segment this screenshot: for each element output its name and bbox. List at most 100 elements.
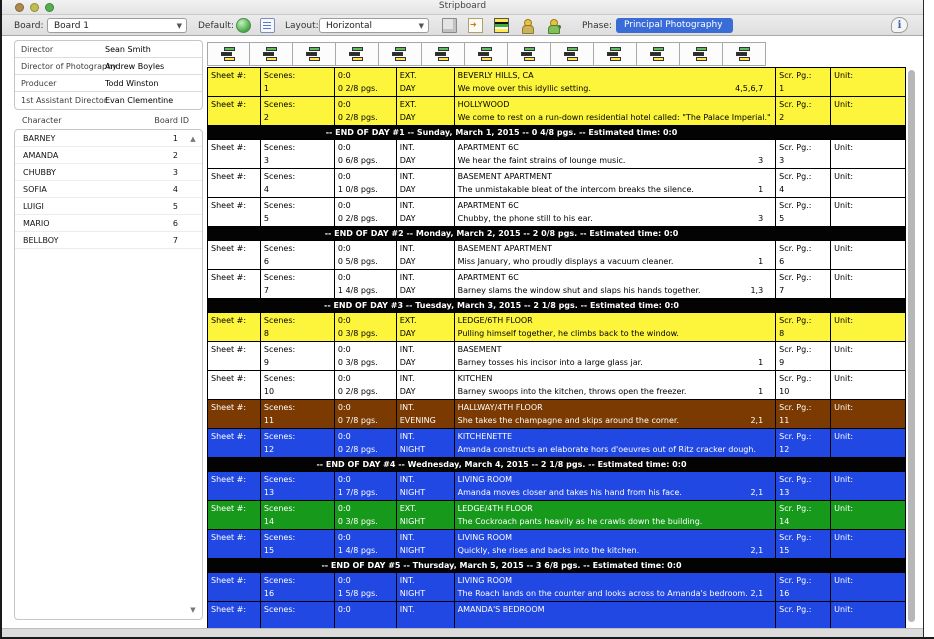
script-page-cell-value: 9 bbox=[779, 358, 785, 367]
pages-cell-value: 0 5/8 pgs. bbox=[337, 257, 378, 266]
phase-field[interactable]: Principal Photography bbox=[616, 18, 733, 33]
strip-tool-button[interactable] bbox=[680, 42, 723, 66]
zoom-window-icon[interactable] bbox=[45, 3, 54, 12]
scene-cell-label: Scenes: bbox=[263, 605, 296, 614]
scene-description: We move over this idyllic setting. bbox=[457, 84, 591, 93]
crew-name-field[interactable]: Andrew Boyles bbox=[105, 61, 165, 71]
description-cell-label: APARTMENT 6C bbox=[457, 201, 519, 210]
day-break-banner[interactable]: -- END OF DAY #5 -- Thursday, March 5, 2… bbox=[208, 559, 905, 573]
sheet-number-cell-label: Sheet #: bbox=[211, 71, 247, 80]
unit-cell-label: Unit: bbox=[834, 605, 854, 614]
layout-select[interactable]: Horizontal ▼ bbox=[319, 18, 429, 33]
strip-tool-button[interactable] bbox=[207, 42, 250, 66]
strip-row[interactable]: Sheet #: Scenes: 6 0:0 0 5/8 pgs. INT. DAY BASE… bbox=[208, 241, 905, 270]
default-color-icon[interactable] bbox=[236, 18, 251, 33]
info-icon[interactable]: i bbox=[891, 17, 908, 33]
pages-cell: 0:0 1 7/8 pgs. bbox=[335, 472, 397, 500]
sheet-number-cell-label: Sheet #: bbox=[211, 432, 247, 441]
character-name: AMANDA bbox=[23, 150, 59, 160]
strip-toolbar bbox=[207, 42, 766, 66]
description-cell-label: KITCHENETTE bbox=[457, 432, 513, 441]
int-ext-cell: INT. DAY bbox=[397, 342, 455, 370]
strip-tool-button[interactable] bbox=[723, 42, 766, 66]
strip-tool-button[interactable] bbox=[336, 42, 379, 66]
strip-row[interactable]: Sheet #: Scenes: 8 0:0 0 3/8 pgs. EXT. DAY LEDG… bbox=[208, 313, 905, 342]
script-page-cell-value: 16 bbox=[779, 589, 790, 598]
character-icon[interactable] bbox=[520, 18, 535, 34]
strip-tool-button[interactable] bbox=[293, 42, 336, 66]
paste-strip-icon[interactable] bbox=[468, 18, 483, 33]
character-list-item[interactable]: SOFIA 4 bbox=[15, 181, 202, 198]
strip-tool-button[interactable] bbox=[465, 42, 508, 66]
unit-cell-label: Unit: bbox=[834, 374, 854, 383]
script-page-cell: Scr. Pg.: 13 bbox=[776, 472, 832, 500]
crew-name-field[interactable]: Evan Clementine bbox=[105, 96, 174, 105]
int-ext-cell-value: DAY bbox=[399, 257, 416, 266]
day-break-banner[interactable]: -- END OF DAY #1 -- Sunday, March 1, 201… bbox=[208, 126, 905, 140]
strip-row[interactable]: Sheet #: Scenes: 4 0:0 1 0/8 pgs. INT. DAY BASE… bbox=[208, 169, 905, 198]
strip-tool-button[interactable] bbox=[508, 42, 551, 66]
strip-row[interactable]: Sheet #: Scenes: 3 0:0 0 6/8 pgs. INT. DAY APAR… bbox=[208, 140, 905, 169]
character-list-item[interactable]: CHUBBY 3 bbox=[15, 164, 202, 181]
strip-row[interactable]: Sheet #: Scenes: 16 0:0 1 5/8 pgs. INT. NIGHT L… bbox=[208, 573, 905, 602]
pages-cell-label: 0:0 bbox=[337, 244, 351, 253]
day-break-banner[interactable]: -- END OF DAY #3 -- Tuesday, March 3, 20… bbox=[208, 299, 905, 313]
strip-row[interactable]: Sheet #: Scenes: 7 0:0 1 4/8 pgs. INT. DAY APAR… bbox=[208, 270, 905, 299]
day-break-banner[interactable]: -- END OF DAY #2 -- Monday, March 2, 201… bbox=[208, 227, 905, 241]
character-list-item[interactable]: BARNEY 1 bbox=[15, 130, 202, 147]
sheet-number-cell: Sheet #: bbox=[208, 573, 261, 601]
default-layout-icon[interactable] bbox=[260, 18, 275, 33]
strip-row[interactable]: Sheet #: Scenes: 1 0:0 0 2/8 pgs. EXT. DAY BEVE… bbox=[208, 68, 905, 97]
pages-cell-value: 1 5/8 pgs. bbox=[337, 589, 378, 598]
day-break-banner[interactable]: -- END OF DAY #4 -- Wednesday, March 4, … bbox=[208, 458, 905, 472]
strip-tool-button[interactable] bbox=[551, 42, 594, 66]
cast-ids: 2,1 bbox=[750, 546, 764, 555]
scroll-up-icon[interactable]: ▲ bbox=[190, 135, 196, 143]
chevron-down-icon: ▼ bbox=[418, 22, 424, 30]
strip-tool-button[interactable] bbox=[250, 42, 293, 66]
character-list-item[interactable]: LUIGI 5 bbox=[15, 198, 202, 215]
int-ext-cell: INT. bbox=[397, 602, 455, 628]
character-list-item[interactable]: AMANDA 2 bbox=[15, 147, 202, 164]
strip-row[interactable]: Sheet #: Scenes: 12 0:0 0 2/8 pgs. INT. NIGHT K… bbox=[208, 429, 905, 458]
stripboard-icon[interactable] bbox=[494, 18, 509, 33]
sheet-number-cell: Sheet #: bbox=[208, 602, 261, 628]
unit-cell: Unit: bbox=[831, 342, 905, 370]
character-list-item[interactable]: BELLBOY 7 bbox=[15, 232, 202, 249]
scene-cell-value: 1 bbox=[263, 84, 270, 93]
strip-row[interactable]: Sheet #: Scenes: 11 0:0 0 7/8 pgs. INT. EVENIN… bbox=[208, 400, 905, 429]
scroll-down-icon[interactable]: ▼ bbox=[190, 606, 196, 614]
pages-cell-value: 1 4/8 pgs. bbox=[337, 546, 378, 555]
strip-row[interactable]: Sheet #: Scenes: 13 0:0 1 7/8 pgs. INT. NIGHT L… bbox=[208, 472, 905, 501]
character-list-item[interactable]: MARIO 6 bbox=[15, 215, 202, 232]
scene-cell: Scenes: 12 bbox=[261, 429, 335, 457]
strip-row[interactable]: Sheet #: Scenes: 5 0:0 0 2/8 pgs. INT. DAY APAR… bbox=[208, 198, 905, 227]
strip-row[interactable]: Sheet #: Scenes: 10 0:0 0 2/8 pgs. INT. DAY KIT… bbox=[208, 371, 905, 400]
close-window-icon[interactable] bbox=[15, 3, 24, 12]
strip-tool-button[interactable] bbox=[379, 42, 422, 66]
minimize-window-icon[interactable] bbox=[30, 3, 39, 12]
strip-row[interactable]: Sheet #: Scenes: 2 0:0 0 2/8 pgs. EXT. DAY HOLL… bbox=[208, 97, 905, 126]
description-cell: LIVING ROOM The Roach lands on the counte… bbox=[455, 573, 777, 601]
crew-name-field[interactable]: Todd Winston bbox=[105, 78, 159, 88]
description-cell: KITCHENETTE Amanda constructs an elaborat… bbox=[455, 429, 777, 457]
pages-cell: 0:0 0 2/8 pgs. bbox=[335, 429, 397, 457]
pages-cell-label: 0:0 bbox=[337, 143, 351, 152]
board-select[interactable]: Board 1 ▼ bbox=[47, 18, 187, 33]
strip-row[interactable]: Sheet #: Scenes: 14 0:0 0 3/8 pgs. EXT. NIGHT L… bbox=[208, 501, 905, 530]
strip-tool-button[interactable] bbox=[422, 42, 465, 66]
vertical-scrollbar[interactable] bbox=[908, 70, 915, 622]
strip-tool-button[interactable] bbox=[637, 42, 680, 66]
strip-tool-button[interactable] bbox=[594, 42, 637, 66]
int-ext-cell-label: INT. bbox=[399, 143, 415, 152]
character-board-id: 2 bbox=[172, 150, 178, 160]
strip-row[interactable]: Sheet #: Scenes: 0:0 INT. AMANDA'S BEDROOM Sc… bbox=[208, 602, 905, 628]
strip-row[interactable]: Sheet #: Scenes: 15 0:0 1 4/8 pgs. INT. NIGHT L… bbox=[208, 530, 905, 559]
cube-icon[interactable] bbox=[442, 18, 457, 33]
description-cell: KITCHEN Barney swoops into the kitchen, t… bbox=[455, 371, 777, 399]
character-edit-icon[interactable] bbox=[546, 18, 561, 34]
sheet-number-cell: Sheet #: bbox=[208, 371, 261, 399]
crew-name-field[interactable]: Sean Smith bbox=[105, 44, 151, 54]
strip-row[interactable]: Sheet #: Scenes: 9 0:0 0 3/8 pgs. INT. DAY BASE… bbox=[208, 342, 905, 371]
